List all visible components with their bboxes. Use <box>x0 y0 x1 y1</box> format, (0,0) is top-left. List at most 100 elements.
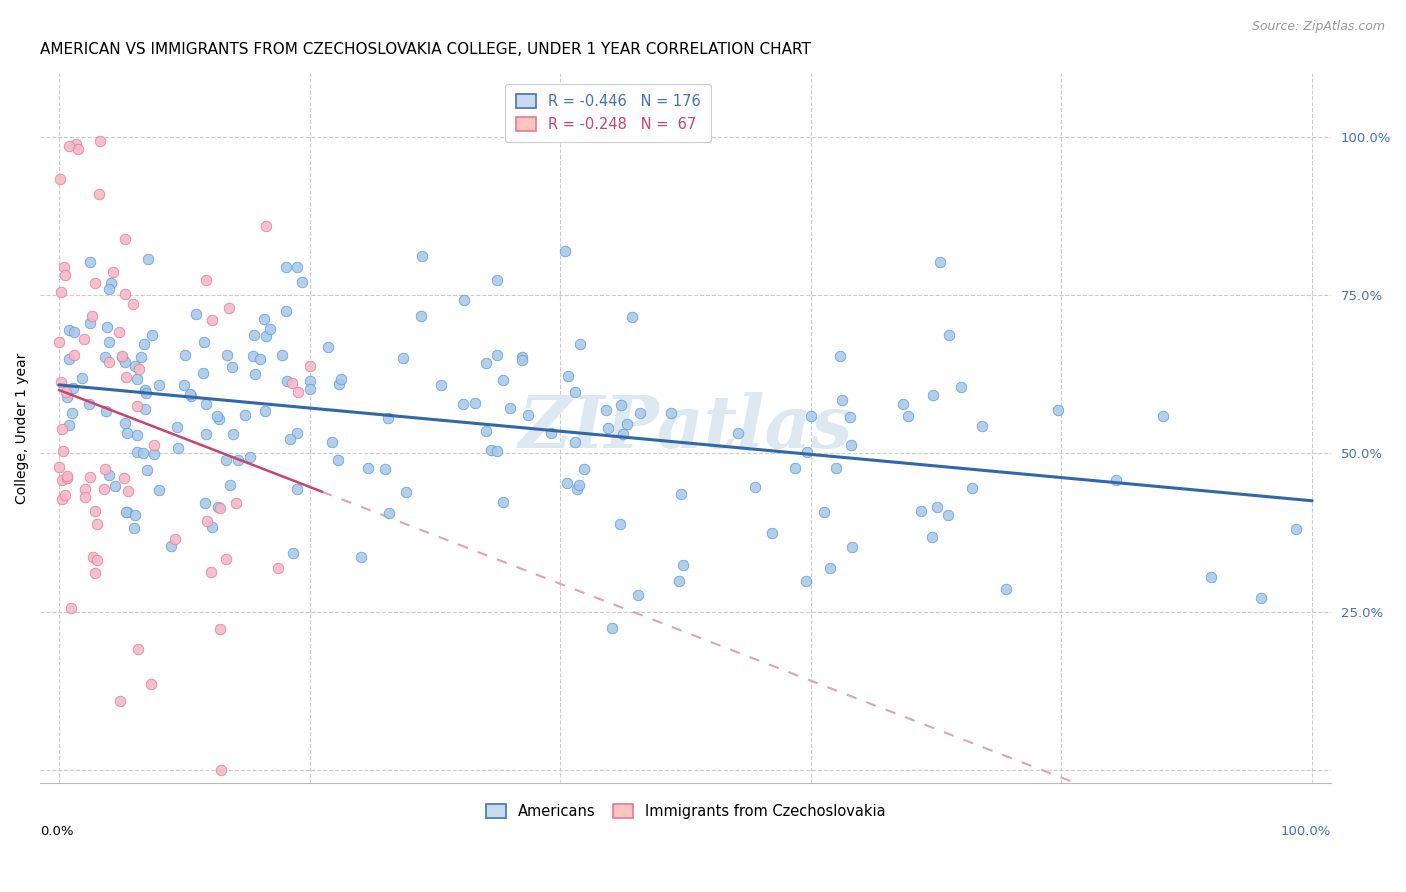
Point <box>111 349 134 363</box>
Point <box>298 382 321 396</box>
Point <box>122 297 145 311</box>
Point <box>659 406 682 420</box>
Point <box>215 452 238 467</box>
Point <box>796 444 818 458</box>
Point <box>73 332 96 346</box>
Point <box>195 273 218 287</box>
Point <box>516 408 538 422</box>
Point <box>453 293 475 308</box>
Point <box>357 461 380 475</box>
Point <box>53 488 76 502</box>
Point <box>564 384 586 399</box>
Point <box>392 351 415 365</box>
Point <box>610 398 633 412</box>
Point <box>554 244 576 258</box>
Point <box>291 276 314 290</box>
Point <box>117 483 139 498</box>
Point <box>207 411 229 425</box>
Point <box>194 496 217 510</box>
Point <box>285 482 308 496</box>
Point <box>59 600 82 615</box>
Point <box>794 574 817 588</box>
Point <box>239 450 262 464</box>
Point <box>1047 403 1070 417</box>
Point <box>58 138 80 153</box>
Point <box>972 418 994 433</box>
Point <box>274 260 297 274</box>
Point <box>97 282 120 296</box>
Point <box>1199 570 1222 584</box>
Point <box>124 508 146 523</box>
Point <box>499 401 522 415</box>
Point <box>485 443 508 458</box>
Point <box>226 453 249 467</box>
Point <box>209 622 232 636</box>
Point <box>135 385 157 400</box>
Point <box>131 446 153 460</box>
Point <box>841 541 863 555</box>
Point <box>205 409 228 423</box>
Point <box>510 352 533 367</box>
Point <box>65 137 87 152</box>
Point <box>249 351 271 366</box>
Point <box>825 460 848 475</box>
Point <box>486 273 509 287</box>
Point <box>960 481 983 495</box>
Point <box>215 348 238 362</box>
Point <box>148 377 170 392</box>
Point <box>475 424 498 438</box>
Point <box>287 384 309 399</box>
Point <box>574 462 596 476</box>
Y-axis label: College, Under 1 year: College, Under 1 year <box>15 352 30 504</box>
Point <box>259 322 281 336</box>
Point <box>114 416 136 430</box>
Point <box>316 340 339 354</box>
Point <box>929 255 952 269</box>
Point <box>1285 522 1308 536</box>
Point <box>58 418 80 433</box>
Point <box>101 265 124 279</box>
Point <box>209 763 232 777</box>
Point <box>557 368 579 383</box>
Point <box>79 316 101 330</box>
Point <box>274 303 297 318</box>
Point <box>218 301 240 315</box>
Point <box>1152 409 1174 424</box>
Point <box>207 500 229 514</box>
Point <box>127 642 149 657</box>
Point <box>49 376 72 390</box>
Point <box>744 480 766 494</box>
Point <box>83 566 105 581</box>
Point <box>89 135 111 149</box>
Point <box>283 546 305 560</box>
Point <box>672 558 695 572</box>
Point <box>53 268 76 282</box>
Point <box>254 404 277 418</box>
Point <box>143 438 166 452</box>
Point <box>329 372 352 386</box>
Point <box>540 426 562 441</box>
Point <box>555 476 578 491</box>
Point <box>60 406 83 420</box>
Point <box>108 693 131 707</box>
Point <box>253 311 276 326</box>
Point <box>86 553 108 567</box>
Point <box>201 313 224 327</box>
Point <box>86 516 108 531</box>
Point <box>994 582 1017 597</box>
Point <box>783 460 806 475</box>
Point <box>287 260 309 274</box>
Point <box>63 348 86 362</box>
Point <box>167 441 190 455</box>
Point <box>602 621 624 635</box>
Point <box>328 377 350 392</box>
Point <box>135 463 157 477</box>
Point <box>254 329 277 343</box>
Point <box>671 487 693 501</box>
Legend: Americans, Immigrants from Czechoslovakia: Americans, Immigrants from Czechoslovaki… <box>478 797 893 826</box>
Point <box>104 479 127 493</box>
Point <box>174 348 197 362</box>
Point <box>271 348 294 362</box>
Point <box>184 307 207 321</box>
Point <box>114 354 136 368</box>
